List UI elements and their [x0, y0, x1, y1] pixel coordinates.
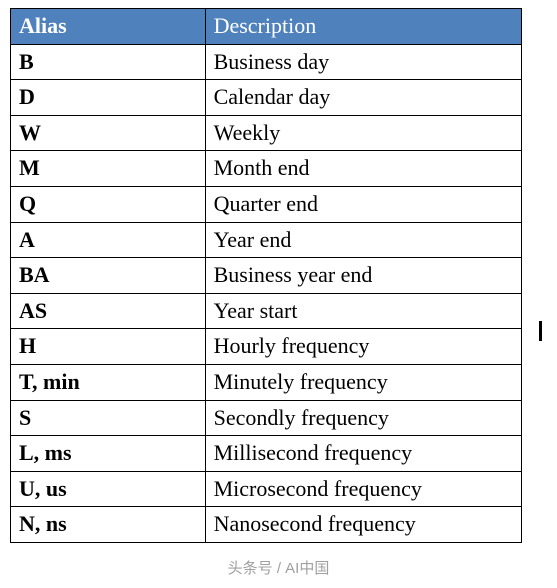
cell-description: Business year end: [205, 258, 521, 294]
table-row: T, minMinutely frequency: [11, 364, 522, 400]
cell-alias: A: [11, 222, 206, 258]
table-row: DCalendar day: [11, 80, 522, 116]
cell-description: Business day: [205, 44, 521, 80]
cell-description: Nanosecond frequency: [205, 507, 521, 543]
cell-alias: T, min: [11, 364, 206, 400]
cell-description: Year start: [205, 293, 521, 329]
header-description: Description: [205, 9, 521, 45]
cell-alias: S: [11, 400, 206, 436]
cell-alias: AS: [11, 293, 206, 329]
cell-alias: N, ns: [11, 507, 206, 543]
cell-description: Hourly frequency: [205, 329, 521, 365]
cell-alias: B: [11, 44, 206, 80]
cell-alias: D: [11, 80, 206, 116]
alias-table: Alias Description BBusiness dayDCalendar…: [10, 8, 522, 543]
cell-description: Year end: [205, 222, 521, 258]
table-header-row: Alias Description: [11, 9, 522, 45]
table-row: AYear end: [11, 222, 522, 258]
table-row: BABusiness year end: [11, 258, 522, 294]
table-row: QQuarter end: [11, 186, 522, 222]
cell-description: Quarter end: [205, 186, 521, 222]
cell-alias: M: [11, 151, 206, 187]
table-row: MMonth end: [11, 151, 522, 187]
header-alias: Alias: [11, 9, 206, 45]
table-row: HHourly frequency: [11, 329, 522, 365]
cell-alias: Q: [11, 186, 206, 222]
cell-description: Millisecond frequency: [205, 436, 521, 472]
table-row: WWeekly: [11, 115, 522, 151]
text-cursor-mark: [539, 321, 542, 341]
table-row: ASYear start: [11, 293, 522, 329]
cell-alias: U, us: [11, 471, 206, 507]
cell-alias: L, ms: [11, 436, 206, 472]
cell-description: Weekly: [205, 115, 521, 151]
cell-description: Month end: [205, 151, 521, 187]
cell-alias: H: [11, 329, 206, 365]
cell-description: Secondly frequency: [205, 400, 521, 436]
cell-description: Minutely frequency: [205, 364, 521, 400]
footer-watermark: 头条号 / AI中国: [0, 557, 557, 578]
cell-description: Microsecond frequency: [205, 471, 521, 507]
cell-description: Calendar day: [205, 80, 521, 116]
table-row: U, usMicrosecond frequency: [11, 471, 522, 507]
table-row: BBusiness day: [11, 44, 522, 80]
table-body: BBusiness dayDCalendar dayWWeeklyMMonth …: [11, 44, 522, 542]
cell-alias: BA: [11, 258, 206, 294]
table-row: L, msMillisecond frequency: [11, 436, 522, 472]
table-row: SSecondly frequency: [11, 400, 522, 436]
cell-alias: W: [11, 115, 206, 151]
table-row: N, nsNanosecond frequency: [11, 507, 522, 543]
